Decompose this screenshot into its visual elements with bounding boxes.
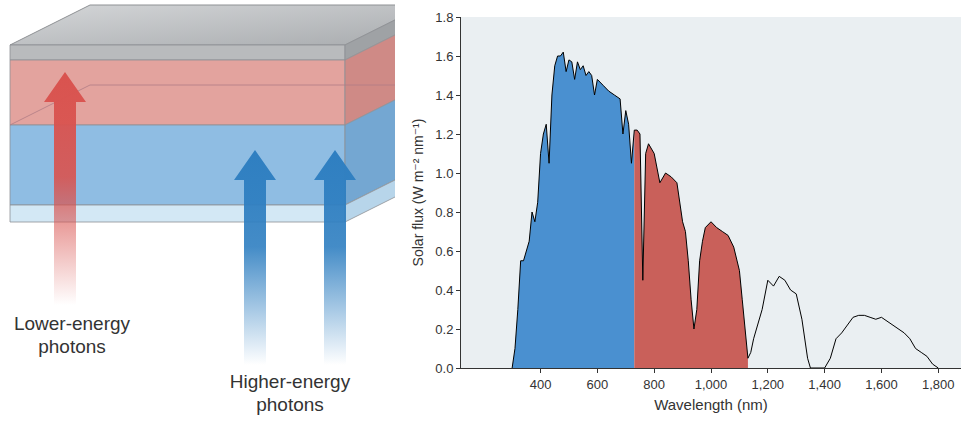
svg-text:1,200: 1,200	[752, 377, 785, 392]
svg-text:Higher-energy: Higher-energy	[230, 371, 351, 392]
svg-text:1,400: 1,400	[808, 377, 841, 392]
svg-text:1.8: 1.8	[435, 10, 453, 25]
svg-text:1.6: 1.6	[435, 49, 453, 64]
svg-text:Lower-energy: Lower-energy	[14, 313, 131, 334]
svg-text:0.4: 0.4	[435, 283, 453, 298]
svg-text:400: 400	[530, 377, 552, 392]
svg-text:Solar flux (W m⁻² nm⁻¹): Solar flux (W m⁻² nm⁻¹)	[410, 119, 426, 267]
svg-text:1.4: 1.4	[435, 88, 453, 103]
svg-text:1,600: 1,600	[865, 377, 898, 392]
svg-text:0.2: 0.2	[435, 322, 453, 337]
svg-text:Wavelength (nm): Wavelength (nm)	[654, 396, 768, 413]
svg-text:photons: photons	[256, 394, 324, 415]
svg-text:0.6: 0.6	[435, 244, 453, 259]
svg-text:600: 600	[587, 377, 609, 392]
svg-text:1,800: 1,800	[922, 377, 955, 392]
svg-text:photons: photons	[38, 336, 106, 357]
svg-text:1,000: 1,000	[695, 377, 728, 392]
svg-text:1.0: 1.0	[435, 166, 453, 181]
svg-text:1.2: 1.2	[435, 127, 453, 142]
svg-text:0.0: 0.0	[435, 361, 453, 376]
svg-text:0.8: 0.8	[435, 205, 453, 220]
svg-text:800: 800	[643, 377, 665, 392]
